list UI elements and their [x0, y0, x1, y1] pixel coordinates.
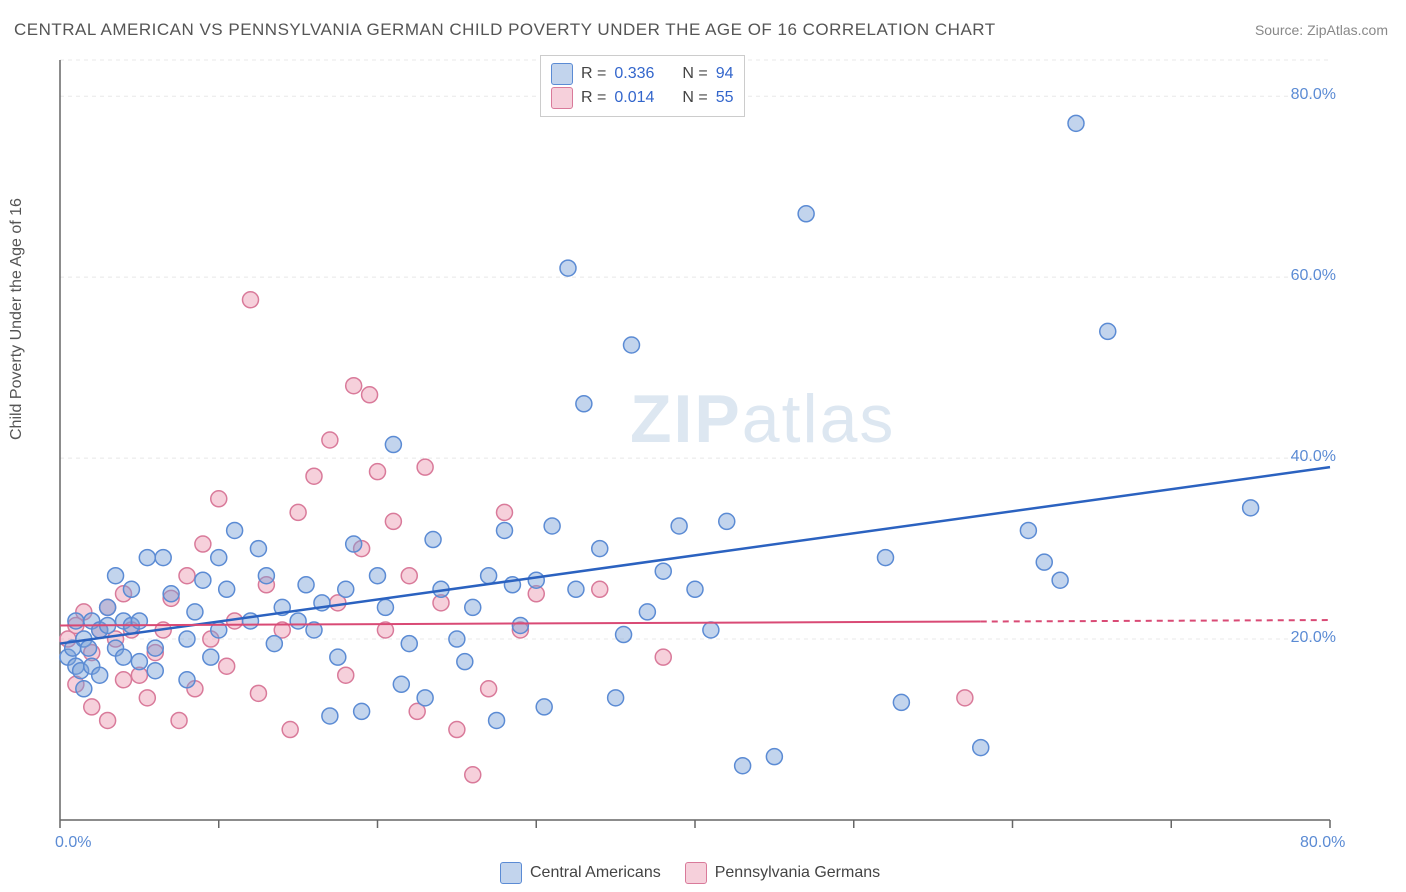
legend-swatch [500, 862, 522, 884]
legend-swatch [551, 63, 573, 85]
axis-tick-label: 60.0% [1291, 267, 1336, 285]
legend-swatch [685, 862, 707, 884]
axis-tick-label: 80.0% [1300, 834, 1345, 852]
legend-item: Pennsylvania Germans [685, 862, 880, 884]
chart-container: CENTRAL AMERICAN VS PENNSYLVANIA GERMAN … [0, 0, 1406, 892]
axis-tick-label: 0.0% [55, 834, 91, 852]
stats-row: R = 0.336 N = 94 [551, 62, 734, 86]
series-legend: Central Americans Pennsylvania Germans [500, 862, 880, 884]
stats-row: R = 0.014 N = 55 [551, 86, 734, 110]
source-attribution: Source: ZipAtlas.com [1255, 22, 1388, 38]
source-prefix: Source: [1255, 22, 1307, 38]
stats-legend-box: R = 0.336 N = 94 R = 0.014 N = 55 [540, 55, 745, 117]
axis-tick-label: 80.0% [1291, 86, 1336, 104]
axis-tick-label: 20.0% [1291, 629, 1336, 647]
chart-title: CENTRAL AMERICAN VS PENNSYLVANIA GERMAN … [14, 20, 996, 40]
n-value: 94 [716, 65, 734, 83]
r-value: 0.336 [614, 65, 654, 83]
r-label: R = [581, 65, 606, 83]
legend-swatch [551, 87, 573, 109]
r-label: R = [581, 89, 606, 107]
n-label: N = [682, 89, 707, 107]
source-name: ZipAtlas.com [1307, 22, 1388, 38]
axis-tick-label: 40.0% [1291, 448, 1336, 466]
n-value: 55 [716, 89, 734, 107]
legend-label: Pennsylvania Germans [715, 864, 880, 882]
n-label: N = [682, 65, 707, 83]
scatter-plot [50, 50, 1340, 830]
r-value: 0.014 [614, 89, 654, 107]
legend-item: Central Americans [500, 862, 661, 884]
legend-label: Central Americans [530, 864, 661, 882]
y-axis-label: Child Poverty Under the Age of 16 [8, 198, 26, 440]
